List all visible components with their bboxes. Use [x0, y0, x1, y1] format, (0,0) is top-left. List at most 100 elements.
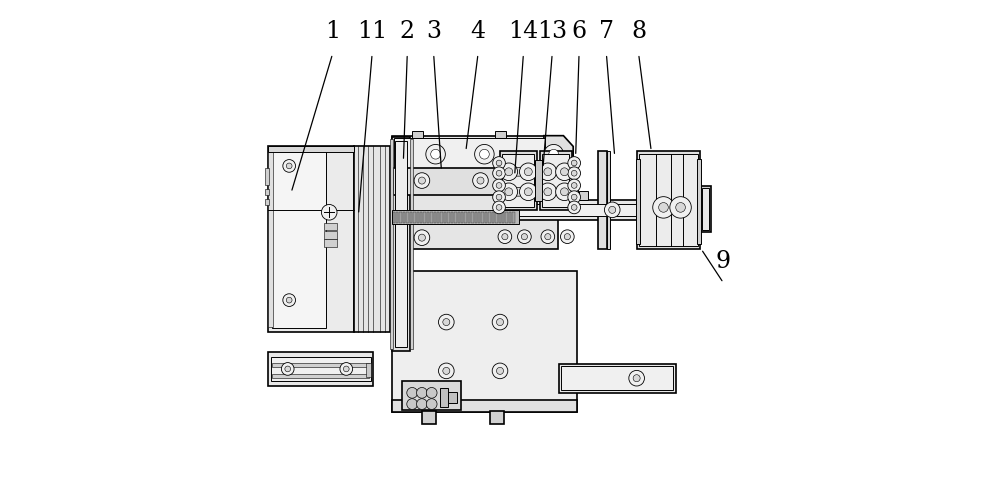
Circle shape	[473, 173, 488, 188]
Circle shape	[493, 167, 505, 180]
Text: 14: 14	[508, 20, 539, 43]
Circle shape	[493, 179, 505, 192]
Circle shape	[568, 157, 581, 169]
Circle shape	[496, 319, 504, 325]
Polygon shape	[544, 136, 573, 171]
Bar	[700, 186, 711, 232]
Circle shape	[571, 160, 577, 166]
Bar	[366, 363, 371, 377]
Bar	[447, 212, 450, 223]
Bar	[440, 388, 448, 407]
Circle shape	[426, 144, 445, 164]
Circle shape	[544, 188, 552, 196]
Bar	[509, 212, 511, 223]
Circle shape	[493, 157, 505, 169]
Bar	[471, 212, 474, 223]
Bar	[265, 189, 269, 195]
Circle shape	[571, 183, 577, 188]
Text: 13: 13	[537, 20, 567, 43]
Circle shape	[560, 168, 568, 176]
Ellipse shape	[511, 167, 526, 176]
Bar	[423, 212, 426, 223]
Bar	[402, 381, 461, 410]
Circle shape	[560, 188, 568, 196]
Circle shape	[286, 297, 292, 303]
Circle shape	[629, 370, 644, 386]
Bar	[561, 366, 673, 390]
Bar	[392, 210, 519, 224]
Bar	[417, 212, 419, 223]
Bar	[702, 188, 709, 230]
Circle shape	[571, 170, 577, 176]
Circle shape	[524, 188, 532, 196]
Bar	[437, 212, 439, 223]
Circle shape	[417, 399, 427, 409]
Bar	[268, 146, 354, 152]
Bar	[478, 212, 480, 223]
Bar	[410, 212, 412, 223]
Bar	[392, 271, 577, 412]
Bar	[481, 212, 484, 223]
Text: 2: 2	[400, 20, 415, 43]
Circle shape	[414, 173, 430, 188]
Bar	[502, 212, 504, 223]
Bar	[392, 400, 577, 412]
Bar	[324, 239, 337, 247]
Circle shape	[556, 163, 573, 181]
Circle shape	[439, 363, 454, 379]
Bar	[637, 151, 700, 249]
Bar	[607, 151, 610, 249]
Circle shape	[407, 387, 418, 398]
Circle shape	[568, 191, 581, 203]
Circle shape	[505, 188, 513, 196]
Circle shape	[520, 163, 537, 181]
Bar	[598, 151, 607, 249]
Circle shape	[609, 206, 616, 213]
Circle shape	[568, 167, 581, 180]
Bar	[542, 154, 569, 207]
Bar	[271, 357, 371, 381]
Bar	[413, 212, 416, 223]
Bar	[354, 146, 390, 332]
Circle shape	[568, 201, 581, 214]
Bar	[639, 154, 698, 246]
Bar	[500, 151, 537, 210]
Circle shape	[283, 294, 296, 306]
Bar	[512, 212, 515, 223]
Bar	[579, 191, 588, 200]
Bar	[492, 212, 494, 223]
Circle shape	[568, 179, 581, 192]
Circle shape	[496, 160, 502, 166]
Bar	[420, 212, 422, 223]
Bar	[399, 212, 402, 223]
Bar	[559, 364, 676, 393]
Circle shape	[431, 149, 440, 159]
Text: 9: 9	[716, 249, 731, 273]
Bar	[540, 151, 572, 210]
Text: 3: 3	[426, 20, 441, 43]
Circle shape	[556, 183, 573, 201]
Circle shape	[321, 204, 337, 220]
Text: 7: 7	[599, 20, 614, 43]
Bar	[448, 392, 457, 403]
Bar	[324, 231, 337, 239]
Circle shape	[418, 234, 425, 241]
Circle shape	[426, 399, 437, 409]
Circle shape	[407, 399, 418, 409]
Circle shape	[653, 197, 674, 218]
Bar	[272, 374, 369, 378]
Circle shape	[414, 230, 430, 245]
Circle shape	[561, 230, 574, 244]
Circle shape	[541, 230, 555, 244]
Bar	[495, 131, 506, 138]
Circle shape	[426, 387, 437, 398]
Text: 11: 11	[357, 20, 387, 43]
Text: 6: 6	[571, 20, 587, 43]
Bar	[464, 212, 467, 223]
Circle shape	[496, 170, 502, 176]
Bar	[410, 139, 413, 349]
Circle shape	[518, 230, 531, 244]
Bar	[324, 223, 337, 230]
Circle shape	[496, 183, 502, 188]
Circle shape	[549, 149, 559, 159]
